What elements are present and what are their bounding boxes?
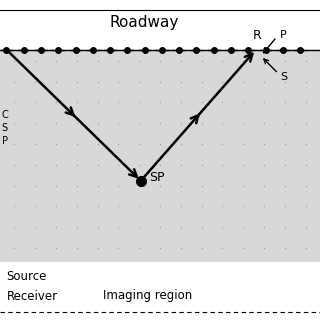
Text: S: S bbox=[280, 72, 287, 82]
Text: SP: SP bbox=[149, 171, 164, 184]
Text: R: R bbox=[253, 28, 262, 42]
Text: Source: Source bbox=[6, 270, 47, 283]
Text: C: C bbox=[2, 110, 8, 120]
Text: Imaging region: Imaging region bbox=[103, 290, 192, 302]
Text: Roadway: Roadway bbox=[109, 15, 179, 30]
Bar bbox=[0, 262, 320, 320]
Text: Receiver: Receiver bbox=[6, 290, 58, 302]
Bar bbox=[0, 50, 320, 320]
Text: P: P bbox=[280, 30, 287, 40]
Text: P: P bbox=[2, 136, 8, 146]
Text: S: S bbox=[2, 123, 8, 133]
